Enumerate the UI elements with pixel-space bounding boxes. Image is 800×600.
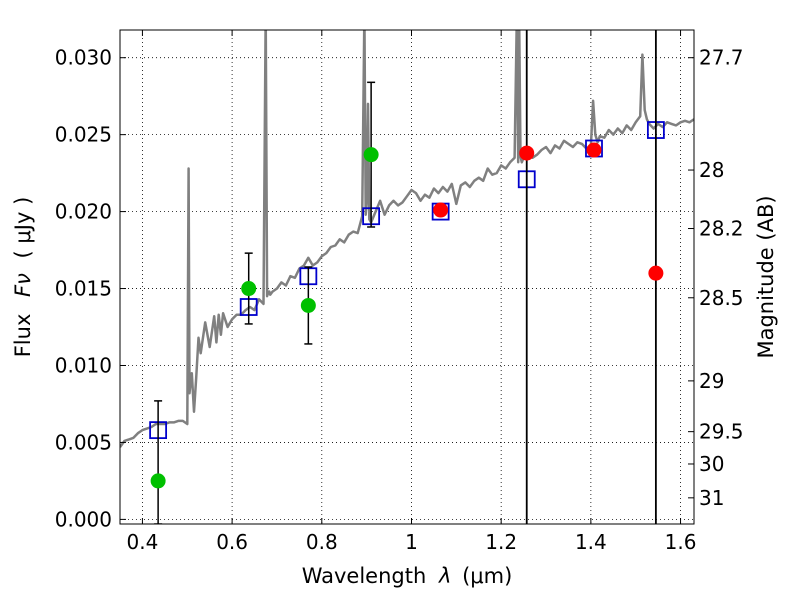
observed-flux-point bbox=[150, 473, 166, 489]
y-tick-label: 0.025 bbox=[55, 123, 112, 147]
y-axis-title: Flux Fν ( μJy ) bbox=[11, 197, 35, 358]
x-tick-label: 1 bbox=[405, 530, 418, 554]
y2-tick-label: 27.7 bbox=[699, 46, 744, 70]
observed-flux-point bbox=[433, 202, 449, 218]
y-tick-label: 0.005 bbox=[55, 430, 112, 454]
y-tick-label: 0.000 bbox=[55, 507, 112, 531]
observed-flux-point bbox=[300, 297, 316, 313]
observed-flux-point bbox=[519, 145, 535, 161]
x-tick-label: 0.6 bbox=[216, 530, 248, 554]
plot-frame bbox=[119, 29, 695, 525]
y2-tick-label: 29 bbox=[699, 369, 724, 393]
observed-flux-point bbox=[648, 265, 664, 281]
plot-area bbox=[120, 30, 694, 524]
observed-flux-point bbox=[586, 142, 602, 158]
y-tick-label: 0.015 bbox=[55, 277, 112, 301]
y-tick-label: 0.030 bbox=[55, 46, 112, 70]
x-axis-title: Wavelength λ (μm) bbox=[302, 564, 513, 588]
x-tick-label: 1.6 bbox=[665, 530, 697, 554]
observed-flux-point bbox=[363, 147, 379, 163]
x-axis-title-symbol: λ bbox=[438, 564, 451, 588]
x-tick-label: 0.8 bbox=[306, 530, 338, 554]
y-tick-label: 0.020 bbox=[55, 200, 112, 224]
y2-tick-label: 28.5 bbox=[699, 286, 744, 310]
x-tick-label: 1.2 bbox=[485, 530, 517, 554]
y2-axis-title: Magnitude (AB) bbox=[754, 195, 778, 358]
y2-tick-label: 29.5 bbox=[699, 420, 744, 444]
y-tick-label: 0.010 bbox=[55, 353, 112, 377]
model-spectrum-line bbox=[120, 30, 694, 448]
y-axis-title-symbol: Fν bbox=[11, 273, 35, 297]
ticks: 0.4 0.6 0.8 1 1.2 1.4 1.6 0.000 0.005 0.010 0.015 0… bbox=[55, 30, 744, 554]
y-axis-title-unit: ( μJy ) bbox=[11, 197, 35, 259]
x-axis-title-text: Wavelength bbox=[302, 564, 427, 588]
y2-tick-label: 31 bbox=[699, 486, 724, 510]
observed-flux-point bbox=[241, 281, 257, 297]
grid bbox=[120, 30, 694, 524]
y2-tick-label: 30 bbox=[699, 452, 724, 476]
x-tick-label: 0.4 bbox=[127, 530, 159, 554]
y2-tick-label: 28.2 bbox=[699, 217, 744, 241]
x-tick-label: 1.4 bbox=[575, 530, 607, 554]
y2-tick-label: 28 bbox=[699, 158, 724, 182]
y-axis-title-text: Flux bbox=[11, 314, 35, 358]
x-axis-title-unit: (μm) bbox=[462, 564, 512, 588]
